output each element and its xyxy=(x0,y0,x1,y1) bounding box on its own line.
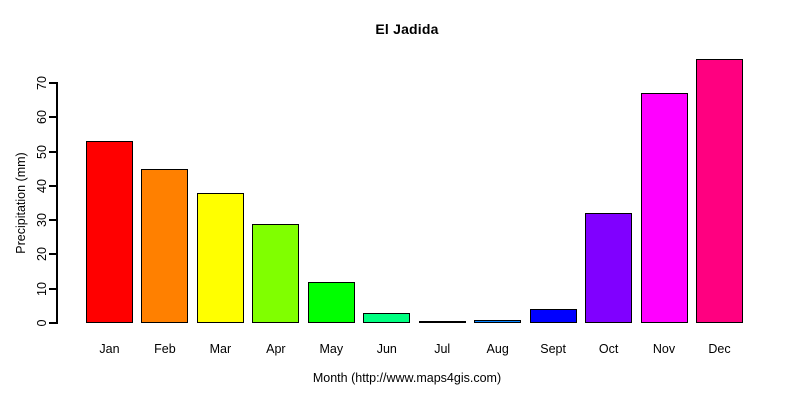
y-axis-title: Precipitation (mm) xyxy=(14,152,28,254)
y-tick xyxy=(49,82,56,84)
y-tick-label: 60 xyxy=(35,110,49,125)
bar-nov xyxy=(640,93,688,323)
bar-may xyxy=(307,282,355,323)
x-label-dec: Dec xyxy=(708,342,731,356)
y-tick xyxy=(49,150,56,153)
y-axis-line xyxy=(56,82,58,324)
bar-jan xyxy=(86,141,133,323)
y-tick-label: 40 xyxy=(35,178,49,193)
x-label-sept: Sept xyxy=(540,342,566,356)
x-label-may: May xyxy=(319,342,344,356)
y-tick xyxy=(49,287,56,290)
x-label-mar: Mar xyxy=(209,342,232,356)
bar-oct xyxy=(585,213,633,323)
y-tick-label: 70 xyxy=(35,76,49,90)
y-tick xyxy=(49,322,56,324)
bar-jul xyxy=(418,321,466,323)
bars xyxy=(86,0,743,323)
y-tick-label: 10 xyxy=(35,281,49,296)
bar-mar xyxy=(196,193,244,323)
x-label-aug: Aug xyxy=(486,342,509,356)
bar-dec xyxy=(695,59,743,323)
x-label-oct: Oct xyxy=(598,342,619,356)
x-axis-title: Month (http://www.maps4gis.com) xyxy=(312,371,502,385)
y-tick xyxy=(49,184,56,187)
y-tick-label: 30 xyxy=(35,213,49,228)
bar-feb xyxy=(141,169,189,323)
bar-apr xyxy=(252,224,300,323)
x-labels: Jan Feb Mar Apr May Jun Jul Aug Sept Oct Nov Dec xyxy=(86,342,743,356)
x-label-jun: Jun xyxy=(376,342,397,356)
x-label-apr: Apr xyxy=(266,342,286,356)
bar-jun xyxy=(363,313,411,323)
x-label-jan: Jan xyxy=(99,342,120,356)
bar-aug xyxy=(474,320,522,323)
x-label-jul: Jul xyxy=(434,342,451,356)
bar-sept xyxy=(529,309,577,323)
chart-title: El Jadida xyxy=(375,21,439,37)
y-tick-label: 50 xyxy=(35,144,49,159)
y-tick xyxy=(49,116,56,119)
x-label-nov: Nov xyxy=(652,342,676,356)
y-tick xyxy=(49,253,56,256)
y-tick xyxy=(49,219,56,222)
y-tick-label: 20 xyxy=(35,247,49,262)
y-tick-label: 0 xyxy=(35,319,49,327)
x-label-feb: Feb xyxy=(154,342,176,356)
